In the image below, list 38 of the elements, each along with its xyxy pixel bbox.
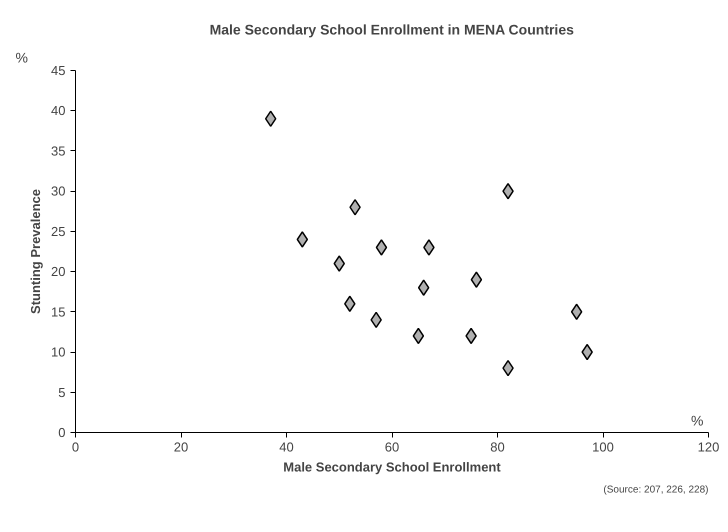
x-tick-label: 40 [279, 440, 294, 454]
point [581, 344, 593, 360]
point [470, 271, 482, 288]
point [296, 231, 308, 248]
x-tick-label: 60 [384, 440, 400, 454]
point [264, 110, 276, 128]
point [423, 239, 435, 256]
point [412, 328, 424, 344]
chart-title: Male Secondary School Enrollment in MENA Countries [210, 22, 574, 38]
point [418, 279, 430, 296]
text: % [16, 50, 28, 66]
y-tick-label: 30 [51, 184, 66, 199]
y-axis-title: Stunting Prevalence [28, 189, 44, 314]
y-tick-label: 20 [51, 264, 66, 280]
x-axis-title: Male Secondary School Enrollment [283, 460, 502, 474]
point [465, 328, 477, 344]
y-tick-label: 45 [51, 63, 66, 78]
point [502, 360, 514, 376]
point [344, 296, 356, 312]
point [376, 239, 388, 256]
annotation: % [691, 412, 704, 428]
y-tick-label: 25 [51, 224, 66, 239]
y-tick-label: 5 [58, 384, 66, 400]
point [570, 304, 582, 320]
point [349, 199, 361, 216]
x-tick-label: 0 [72, 440, 80, 454]
y-tick-label: 40 [51, 103, 66, 118]
text: (Source: 207, 226, 228) [603, 484, 709, 496]
x-tick-label: 80 [490, 440, 505, 454]
y-tick-label: 10 [51, 344, 66, 360]
x-tick-label: 100 [592, 440, 614, 454]
x-tick-label: 20 [174, 440, 188, 454]
point [370, 312, 382, 328]
point [502, 182, 514, 200]
y-tick-label: 0 [58, 425, 66, 440]
y-tick-label: 15 [51, 304, 66, 320]
x-tick-label: 120 [698, 440, 720, 454]
y-tick-label: 35 [51, 143, 66, 158]
